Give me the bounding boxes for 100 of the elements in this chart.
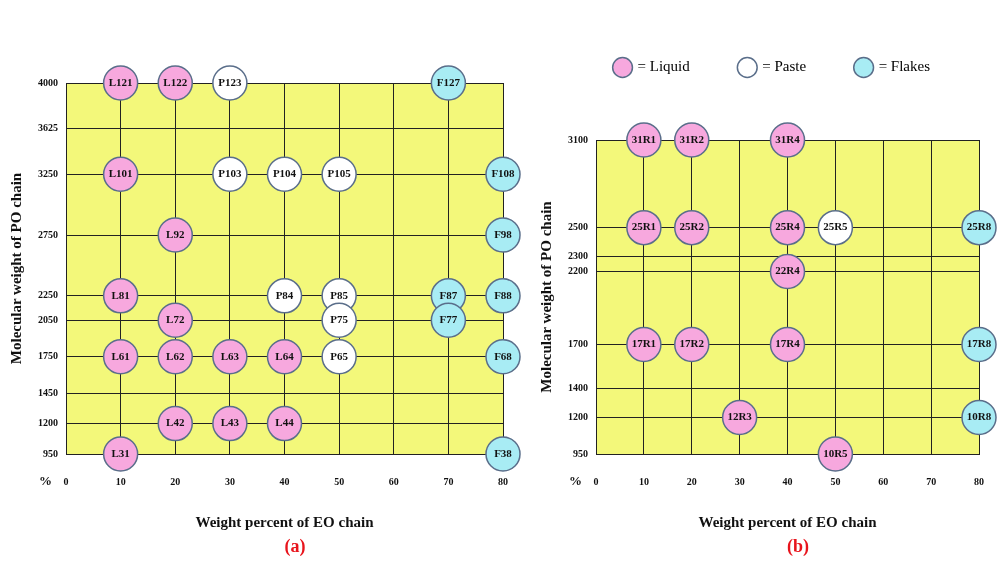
data-label: F38 (494, 446, 513, 459)
data-label: L64 (275, 349, 295, 362)
y-tick-label: 1200 (568, 411, 588, 423)
x-tick-label: 80 (498, 475, 508, 487)
point (212, 338, 248, 375)
data-label: L101 (108, 167, 133, 180)
x-tick-label: 60 (878, 475, 889, 487)
point (102, 278, 139, 314)
y-axis-title: Molecular weight of PO chain (537, 200, 554, 393)
data-label: L44 (275, 416, 295, 429)
data-label: L121 (108, 75, 133, 88)
point (102, 338, 139, 375)
point (102, 436, 139, 472)
data-label: F108 (491, 167, 516, 180)
y-tick-label: 1400 (568, 381, 588, 393)
y-tick-label: 2750 (38, 228, 58, 240)
y-tick-label: 1700 (568, 338, 588, 350)
data-label: L61 (111, 349, 130, 362)
data-label: P103 (218, 167, 242, 180)
y-tick-label: 2250 (38, 289, 58, 301)
x-axis-title: Weight percent of EO chain (195, 513, 375, 530)
data-label: F77 (439, 313, 458, 326)
y-tick-label: 3250 (38, 167, 58, 179)
x-tick-label: 0 (63, 475, 69, 487)
legend-label: = Paste (762, 58, 807, 75)
data-label: P75 (330, 313, 349, 326)
point (266, 405, 303, 442)
x-tick-label: 30 (224, 475, 235, 487)
data-label: 31R2 (679, 132, 705, 145)
data-label: 17R4 (775, 337, 801, 350)
y-tick-label: 950 (573, 447, 588, 459)
legend-label: = Liquid (637, 58, 691, 75)
text: % (39, 473, 52, 489)
point (266, 278, 303, 314)
data-label: L31 (111, 446, 130, 459)
x-axis-title: Weight percent of EO chain (698, 513, 878, 530)
text: (a) (284, 536, 306, 557)
data-label: F98 (494, 227, 513, 240)
x-tick-label: 30 (734, 475, 745, 487)
data-label: P123 (218, 75, 242, 88)
y-tick-label: 4000 (38, 76, 58, 88)
data-label: L122 (163, 75, 188, 88)
y-tick-label: 2300 (568, 250, 588, 262)
data-label: 17R8 (966, 337, 992, 350)
data-label: F88 (494, 288, 513, 301)
data-label: 12R3 (727, 410, 753, 423)
data-label: 25R5 (823, 220, 849, 233)
point (157, 405, 193, 442)
point (157, 302, 193, 338)
text: (b) (787, 536, 809, 557)
data-label: 25R8 (966, 220, 992, 233)
x-tick-label: 40 (782, 475, 793, 487)
data-label: P84 (275, 288, 294, 301)
data-label: 31R4 (775, 132, 801, 145)
x-tick-label: 60 (388, 475, 399, 487)
x-tick-label: 10 (115, 475, 126, 487)
data-label: L81 (111, 288, 130, 301)
point (157, 217, 193, 253)
y-tick-label: 2500 (568, 221, 588, 233)
point (266, 338, 303, 375)
x-tick-label: 50 (830, 475, 841, 487)
x-tick-label: 70 (443, 475, 454, 487)
point (321, 338, 357, 375)
point (485, 217, 521, 253)
data-label: L63 (220, 349, 240, 362)
text: % (569, 473, 582, 489)
y-tick-label: 1750 (38, 350, 58, 362)
x-tick-label: 50 (334, 475, 345, 487)
x-tick-label: 20 (170, 475, 181, 487)
y-tick-label: 1200 (38, 417, 58, 429)
data-label: P65 (330, 349, 349, 362)
y-axis-title: Molecular weight of PO chain (7, 172, 24, 365)
x-tick-label: 0 (593, 475, 599, 487)
data-label: 25R2 (679, 220, 705, 233)
point (157, 338, 193, 375)
legend-label: = Flakes (878, 58, 931, 75)
data-label: L62 (166, 349, 185, 362)
y-tick-label: 3100 (568, 133, 588, 145)
x-tick-label: 10 (638, 475, 649, 487)
data-label: P105 (327, 167, 352, 180)
data-label: 22R4 (775, 264, 801, 277)
y-tick-label: 1450 (38, 386, 58, 398)
point (485, 436, 521, 472)
data-label: L92 (166, 227, 185, 240)
y-tick-label: 2050 (38, 313, 58, 325)
data-label: F127 (436, 75, 461, 88)
data-label: 31R1 (631, 132, 657, 145)
data-label: L43 (220, 416, 240, 429)
point (430, 302, 467, 338)
data-label: L42 (166, 416, 185, 429)
data-label: 25R1 (631, 220, 657, 233)
data-label: 10R5 (823, 446, 849, 459)
data-label: F68 (494, 349, 513, 362)
x-tick-label: 80 (974, 475, 984, 487)
data-label: 17R1 (631, 337, 657, 350)
y-tick-label: 3625 (38, 122, 58, 134)
y-tick-label: 2200 (568, 265, 588, 277)
x-tick-label: 70 (926, 475, 937, 487)
data-label: 17R2 (679, 337, 705, 350)
point (212, 405, 248, 442)
